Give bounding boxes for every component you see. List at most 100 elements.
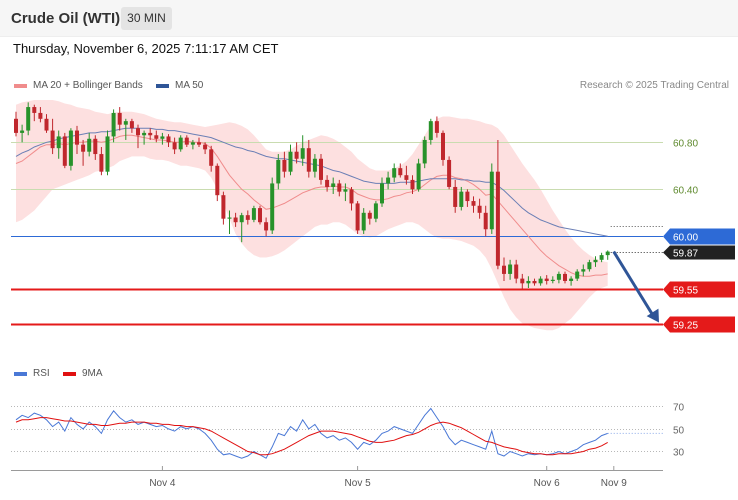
candle-body [14,118,18,133]
candle-body [489,171,494,230]
x-tick-label: Nov 4 [149,478,176,489]
candle [117,107,122,131]
candle-body [81,144,86,152]
candle-body [459,191,464,207]
candle [26,102,31,136]
candle-body [398,168,403,176]
candle [312,154,317,178]
candle-body [319,158,323,180]
candle-body [587,262,592,270]
candle [50,118,55,155]
candle-body [154,135,159,139]
candle [142,130,147,145]
candle [209,145,214,172]
candle-body [258,208,262,223]
candle-body [93,138,98,155]
level-label: 59.25 [673,321,698,332]
candle-body [441,132,445,160]
candle [258,205,262,225]
candle [160,132,165,145]
candle [520,273,525,290]
candle-body [105,136,110,172]
candle-body [367,212,372,219]
candle [398,163,403,178]
candle-body [544,278,549,281]
candle [599,252,604,263]
x-tick-label: Nov 6 [534,478,561,489]
candle [93,135,98,160]
candle-body [221,195,226,219]
candle [105,130,110,176]
rsi-swatch [14,371,27,376]
rsi-9ma-line [15,417,608,456]
candle [575,269,580,281]
candle [373,201,378,223]
candle-body [172,142,177,150]
candle-body [233,217,238,223]
candle [355,201,360,234]
candle-body [410,179,415,190]
timeframe-button[interactable]: 30 MIN [121,7,172,30]
candle-body [136,128,140,136]
legend-rsi: RSI [14,368,50,379]
candle-body [264,222,269,231]
candle-body [373,203,378,219]
candle [459,186,464,211]
candle [184,135,189,148]
candle [526,276,531,289]
legend-9ma-label: 9MA [82,368,103,379]
candle-body [532,280,537,284]
candle-body [520,278,525,284]
candle-body [526,280,531,284]
forecast-arrow [612,250,659,323]
candle-body [312,158,317,172]
candle [349,186,354,211]
candle-body [166,136,171,143]
candle [20,124,25,143]
candle-body [556,273,561,280]
candle [221,191,226,225]
candle-body [142,132,147,136]
candle [416,158,421,192]
candle [75,125,79,155]
candle-body [337,183,342,192]
candle [422,136,427,169]
candle-body [447,159,452,187]
candle [386,171,391,190]
candle-body [575,271,580,279]
current-price-label: 59.87 [673,249,698,260]
candle [441,130,445,166]
candle-body [434,121,439,133]
candle [203,142,208,155]
candle-body [428,121,433,140]
candle-body [148,132,153,136]
candle [483,205,488,237]
candle-body [380,183,384,204]
candle [282,151,287,178]
candle-body [514,264,519,279]
candle-body [56,136,61,149]
candle [556,271,561,284]
candle-body [508,264,513,274]
candle [56,130,61,159]
candle [264,217,269,237]
candle [270,177,275,234]
candle [343,183,348,202]
candle-body [68,130,73,166]
rsi-tick-label: 50 [673,426,685,437]
candle-body [190,142,195,145]
candle-body [62,136,67,166]
candle-body [288,151,293,172]
level-label: 59.55 [673,286,698,297]
rsi-tick-label: 70 [673,403,685,414]
candle-body [404,175,409,180]
candle-body [495,171,500,266]
candle [477,198,482,219]
candle [178,135,183,152]
x-tick-label: Nov 5 [345,478,372,489]
candle-body [392,168,397,178]
candle-body [361,212,366,231]
candle [593,256,598,267]
candle-body [111,112,116,137]
